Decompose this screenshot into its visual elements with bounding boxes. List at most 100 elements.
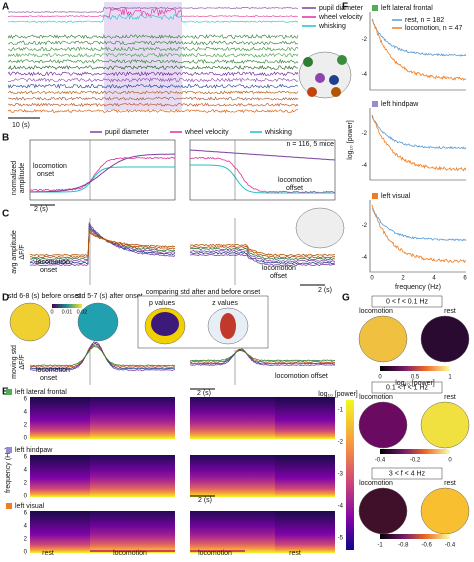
trace: [371, 114, 467, 172]
trace: [190, 253, 335, 267]
label: left visual: [381, 193, 411, 200]
trace: [7, 34, 299, 40]
colorbar-tick: -0.6: [421, 543, 432, 549]
trace: [7, 40, 299, 46]
heatmap-part: [190, 511, 275, 553]
colorbar-tick: 0.01: [62, 309, 73, 315]
y-tick-label: 2: [24, 537, 28, 543]
trace: [7, 90, 299, 95]
trace: [30, 153, 175, 193]
label: frequency (Hz): [5, 447, 12, 493]
trace: [7, 83, 299, 89]
trace: [7, 7, 299, 13]
trace: [189, 243, 336, 257]
heatmap-part: [90, 511, 175, 553]
trace: [371, 18, 467, 81]
brain-map: [358, 401, 408, 449]
label: 2 (s): [197, 390, 211, 397]
y-tick-label: 6: [24, 397, 28, 403]
label: 3 < f < 4 Hz: [389, 470, 426, 477]
y-tick-label: 4: [24, 468, 28, 474]
heatmap-part: [90, 455, 175, 497]
y-tick-label: -4: [362, 255, 368, 261]
brain-region: [220, 313, 236, 339]
heatmap-part: [190, 455, 275, 497]
trace: [7, 52, 299, 58]
brain-map: [420, 401, 470, 449]
label: offset: [286, 185, 303, 192]
trace: [371, 204, 467, 264]
colorbar-tick: -1: [338, 408, 344, 414]
trace: [29, 221, 176, 267]
legend-entry: pupil diameter: [105, 129, 150, 136]
brain-map: [420, 487, 470, 535]
label: left hindpaw: [381, 101, 419, 108]
trace: [189, 249, 336, 263]
label: locomotion: [359, 308, 393, 315]
y-tick-label: -4: [362, 72, 368, 78]
label: locomotion offset: [275, 373, 328, 380]
label: rest: [289, 550, 301, 557]
colorbar-tick: 0: [50, 309, 53, 315]
label: onset: [40, 375, 57, 382]
brain-map: [420, 315, 470, 363]
label: comparing std after and before onset: [146, 289, 260, 296]
label: ΔF/F: [19, 354, 26, 369]
brain-region: [303, 57, 313, 67]
y-tick-label: -2: [362, 131, 368, 137]
trace: [29, 223, 176, 265]
colorbar: [380, 534, 450, 539]
panel-label: B: [2, 133, 9, 144]
brain-region: [315, 73, 325, 83]
label: z values: [212, 300, 238, 307]
trace: [7, 77, 299, 83]
brain-map: [77, 302, 119, 342]
label: rest: [42, 550, 54, 557]
trace: [29, 229, 176, 259]
label: locomotion: [359, 394, 393, 401]
label: locomotion: [113, 550, 147, 557]
heatmap-part: [90, 397, 175, 439]
label: moving std: [11, 345, 18, 379]
label: left lateral frontal: [15, 389, 67, 396]
x-tick-label: 6: [463, 276, 467, 282]
label: locomotion: [262, 265, 296, 272]
trace: [7, 64, 299, 71]
region-swatch: [372, 5, 378, 11]
legend-entry: wheel velocity: [184, 129, 229, 136]
legend-entry: whisking: [318, 23, 346, 30]
trace: [30, 225, 176, 263]
label: ΔF/F: [19, 244, 26, 259]
label: 0 < f < 0.1 Hz: [386, 298, 429, 305]
colorbar: [380, 366, 450, 371]
x-tick-label: 4: [432, 276, 436, 282]
heatmap-part: [190, 397, 275, 439]
panel-label: F: [342, 2, 348, 13]
region-swatch: [372, 193, 378, 199]
axis-line: [369, 12, 466, 91]
y-tick-label: 4: [24, 410, 28, 416]
brain-region: [337, 55, 347, 65]
colorbar: [346, 400, 354, 550]
label: locomotion: [198, 550, 232, 557]
colorbar-tick: -2: [338, 440, 344, 446]
label: amplitude: [19, 163, 26, 193]
trace: [7, 46, 299, 52]
label: n = 116, 5 mice: [286, 141, 334, 148]
panel-label: G: [342, 293, 350, 304]
trace: [29, 231, 176, 257]
colorbar-tick: -4: [338, 504, 344, 510]
label: locomotion: [33, 163, 67, 170]
band-box: [371, 467, 443, 480]
trace: [30, 346, 176, 367]
label: avg amplitude: [11, 230, 18, 274]
y-tick-label: 2: [24, 423, 28, 429]
label: onset: [37, 171, 54, 178]
label: left visual: [15, 503, 45, 510]
trace: [30, 166, 175, 193]
brain-map: [295, 207, 345, 249]
brain-map: [358, 315, 408, 363]
legend-entry: locomotion, n = 47: [405, 25, 463, 32]
label: offset: [270, 273, 287, 280]
trace: [7, 108, 299, 114]
